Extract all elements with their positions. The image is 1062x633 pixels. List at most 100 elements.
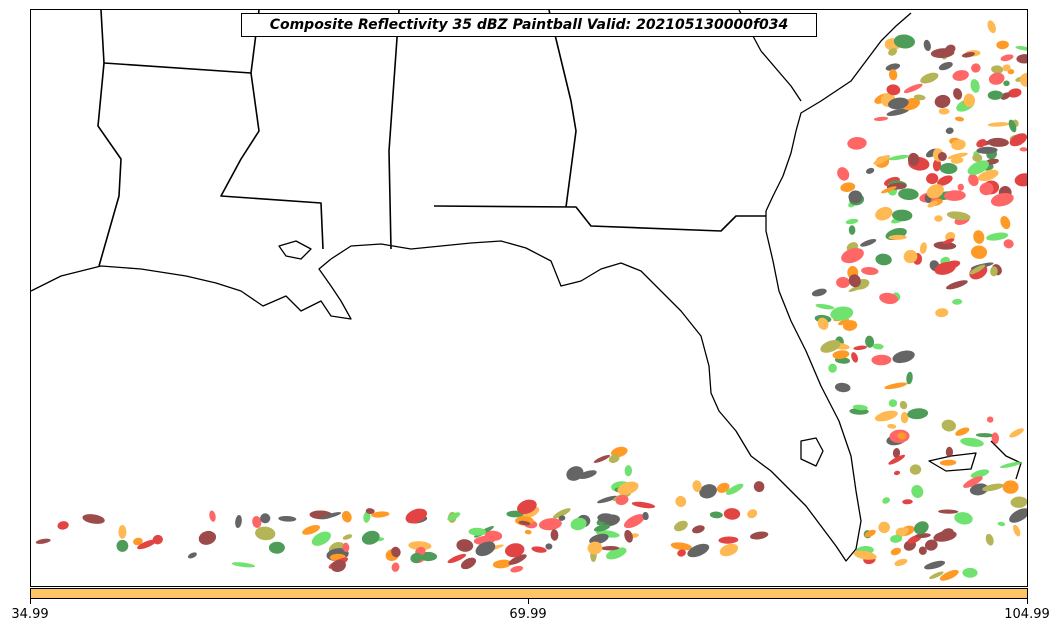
storm-cell — [508, 554, 527, 565]
storm-cell — [1013, 524, 1021, 537]
storm-cell — [945, 127, 954, 134]
storm-cell — [187, 552, 197, 559]
storm-cell — [903, 249, 918, 264]
storm-cell — [950, 157, 964, 164]
storm-cell — [35, 538, 51, 544]
storm-cell — [517, 499, 537, 514]
storm-cell — [865, 335, 875, 348]
storm-cell — [692, 525, 705, 534]
storm-cell — [593, 454, 611, 463]
storm-cell — [886, 108, 910, 116]
storm-cell — [937, 175, 953, 186]
storm-cell — [997, 521, 1006, 527]
map-canvas — [31, 10, 1027, 581]
storm-cell — [1019, 147, 1027, 152]
storm-cell — [886, 84, 901, 96]
storm-cell — [884, 382, 908, 390]
storm-cell — [848, 284, 866, 292]
storm-cell — [610, 446, 628, 458]
storm-cell — [363, 511, 371, 523]
storm-cell — [985, 533, 994, 546]
storm-cell — [1003, 80, 1010, 87]
storm-cell — [852, 404, 868, 411]
storm-cell — [939, 162, 958, 175]
storm-cell — [753, 481, 765, 493]
storm-cell — [747, 509, 758, 519]
storm-cell — [882, 497, 890, 504]
colorbar-tick-min — [30, 599, 31, 604]
storm-cell — [1000, 54, 1014, 62]
storm-cell — [871, 354, 892, 366]
storm-cell — [460, 557, 477, 570]
storm-cell — [365, 508, 375, 515]
storm-cell — [939, 569, 959, 581]
storm-cell — [624, 529, 633, 543]
atlantic-coast — [765, 12, 912, 212]
storm-cell — [341, 510, 352, 523]
storm-cell — [872, 343, 884, 350]
storm-cell — [231, 562, 256, 568]
storm-cell — [888, 69, 898, 81]
storm-cell — [1009, 428, 1024, 438]
storm-cells — [35, 20, 1027, 581]
storm-cell — [447, 553, 467, 564]
storm-cell — [923, 39, 931, 52]
storm-cell — [954, 116, 965, 122]
storm-cell — [926, 184, 944, 199]
storm-cell — [919, 242, 927, 254]
storm-cell — [492, 559, 512, 569]
storm-cell — [887, 97, 909, 110]
storm-cell — [1010, 496, 1027, 508]
storm-cell — [933, 241, 957, 250]
storm-cell — [1016, 54, 1027, 64]
storm-cell — [999, 461, 1023, 469]
storm-cell — [848, 274, 861, 288]
storm-cell — [851, 352, 859, 363]
storm-cell — [699, 484, 717, 499]
storm-cell — [987, 90, 1004, 100]
storm-cell — [828, 363, 837, 373]
storm-cell — [1000, 92, 1011, 100]
storm-cell — [692, 480, 702, 492]
storm-cell — [255, 526, 276, 541]
storm-cell — [677, 549, 686, 557]
storm-cell — [875, 206, 893, 221]
storm-cell — [617, 481, 639, 495]
storm-cell — [987, 137, 1009, 147]
border-la-ms — [97, 62, 122, 267]
storm-cell — [951, 139, 966, 151]
storm-cell — [938, 61, 953, 71]
storm-cell — [913, 94, 926, 101]
storm-cell — [116, 539, 129, 552]
storm-cell — [673, 520, 688, 532]
storm-cell — [133, 537, 143, 546]
storm-cell — [902, 499, 913, 505]
storm-cell — [391, 546, 401, 558]
storm-cell — [952, 298, 963, 305]
lake-okeechobee — [800, 437, 824, 467]
storm-cell — [260, 513, 271, 524]
storm-cell — [716, 482, 730, 493]
storm-cell — [986, 232, 1009, 241]
storm-cell — [942, 238, 955, 245]
border-ga-fl — [433, 205, 766, 232]
storm-cell — [675, 495, 687, 508]
colorbar — [30, 588, 1028, 599]
storm-cell — [982, 483, 1004, 492]
storm-cell — [817, 317, 829, 330]
storm-cell — [892, 209, 913, 222]
storm-cell — [845, 218, 859, 225]
map-title: Composite Reflectivity 35 dBZ Paintball … — [241, 13, 817, 37]
storm-cell — [895, 527, 907, 537]
storm-cell — [615, 494, 629, 506]
storm-cell — [934, 261, 956, 275]
storm-cell — [932, 159, 942, 172]
storm-cell — [642, 511, 649, 521]
storm-cell — [631, 501, 656, 509]
storm-cell — [953, 88, 963, 100]
storm-cell — [915, 533, 931, 539]
storm-cell — [484, 530, 503, 541]
storm-cell — [687, 543, 710, 558]
storm-cell — [1008, 119, 1017, 133]
storm-cell — [558, 515, 566, 521]
